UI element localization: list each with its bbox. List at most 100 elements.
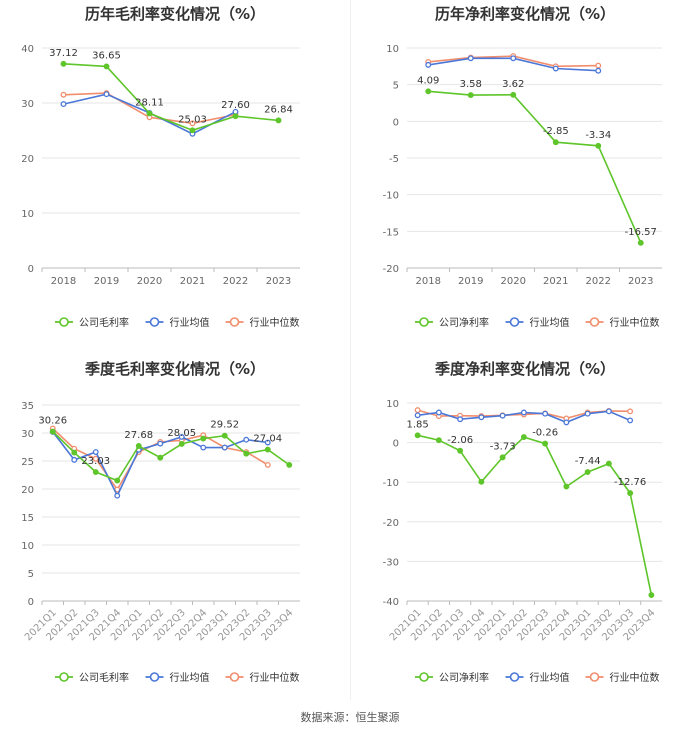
data-point [264, 439, 271, 446]
legend-swatch-marker [59, 672, 69, 682]
data-point [457, 447, 464, 454]
legend-swatch-marker [589, 317, 600, 327]
y-tick-label: 5 [28, 569, 34, 580]
legend-label: 公司毛利率 [79, 316, 129, 329]
data-point [264, 461, 271, 468]
series-line-company [417, 434, 653, 596]
legend-swatch-marker [509, 317, 520, 327]
data-point [135, 443, 142, 449]
y-tick-label: 10 [386, 399, 399, 410]
data-point [60, 60, 67, 67]
data-point [178, 433, 185, 440]
data-point [189, 127, 196, 134]
y-tick-label: 5 [393, 81, 399, 92]
panel-divider [350, 0, 351, 700]
legend-swatch-marker [589, 672, 600, 682]
data-point [605, 408, 612, 415]
data-label: 26.84 [264, 104, 293, 115]
x-tick-label: 2023 [266, 276, 291, 287]
data-point [552, 65, 559, 72]
data-label: 28.11 [135, 97, 164, 108]
chart-title: 季度净利率变化情况（%） [434, 360, 616, 378]
data-point [178, 440, 185, 447]
data-point [595, 62, 602, 69]
data-point [414, 407, 421, 414]
data-point [414, 432, 421, 439]
data-label: -12.76 [614, 477, 646, 488]
data-point [49, 428, 56, 435]
data-point [200, 435, 207, 442]
y-tick-label: 30 [21, 429, 34, 440]
legend: 公司毛利率 行业均值 行业中位数 [55, 671, 300, 684]
legend-swatch-marker [419, 317, 429, 327]
data-point [627, 490, 634, 497]
data-point [605, 460, 612, 467]
data-label: 3.62 [502, 79, 524, 90]
data-point [157, 454, 164, 461]
quarterly-gross-margin-chart: 季度毛利率变化情况（%） 0 5 10 15 20 25 30 35 2021Q1 2021Q2 2… [0, 355, 350, 705]
series-line-company [52, 430, 290, 482]
data-point [648, 592, 655, 599]
legend-label: 行业中位数 [250, 671, 300, 684]
data-point [510, 91, 517, 98]
series-line-company [428, 90, 642, 244]
y-tick-label: 10 [386, 44, 399, 55]
legend-swatch-marker [419, 672, 429, 682]
x-tick-label: 2018 [51, 276, 76, 287]
legend: 公司净利率 行业均值 行业中位数 [415, 316, 660, 329]
data-label: 27.04 [253, 434, 282, 445]
y-tick-label: 0 [393, 439, 399, 450]
y-tick-label: 0 [28, 264, 34, 275]
data-point [103, 63, 110, 70]
x-tick-label: 2021 [543, 276, 568, 287]
data-point [499, 454, 506, 461]
data-label: -16.57 [625, 227, 657, 238]
data-label: 27.60 [221, 100, 250, 111]
y-tick-label: 15 [21, 513, 34, 524]
y-tick-label: -5 [389, 154, 399, 165]
legend-label: 公司净利率 [439, 671, 489, 684]
data-point [520, 409, 527, 416]
data-point [435, 409, 442, 416]
data-point [425, 61, 432, 68]
data-point [584, 410, 591, 417]
data-label: 1.85 [406, 419, 428, 430]
data-point [414, 412, 421, 419]
x-tick-label: 2019 [458, 276, 483, 287]
data-point [92, 455, 99, 462]
data-label: 29.52 [210, 420, 239, 431]
data-point [92, 469, 99, 475]
data-point [275, 117, 282, 124]
legend-label: 行业均值 [530, 671, 570, 684]
data-label: -2.85 [543, 126, 569, 137]
data-point [146, 110, 153, 117]
quarterly-net-margin-chart: 季度净利率变化情况（%） -40 -30 -20 -10 0 10 2021Q1 2021Q2… [350, 355, 700, 705]
data-label: 3.58 [460, 79, 482, 90]
data-label: 27.68 [124, 430, 153, 441]
x-tick-label: 2021 [180, 276, 205, 287]
series-line-company [63, 63, 279, 132]
data-point [92, 449, 99, 455]
y-tick-label: 35 [21, 401, 34, 412]
annual-net-margin-chart: 历年净利率变化情况（%） -20 -15 -10 -5 0 5 10 2018 2019 2020… [350, 0, 700, 350]
data-label: -2.06 [447, 435, 473, 446]
data-point [552, 139, 559, 146]
data-label: -3.73 [490, 441, 516, 452]
x-tick-label: 2018 [416, 276, 441, 287]
x-tick-label: 2022 [586, 276, 611, 287]
data-point [157, 440, 164, 447]
data-label: 25.03 [178, 114, 207, 125]
data-label: -3.34 [585, 130, 611, 141]
y-tick-label: 10 [21, 209, 34, 220]
data-point [286, 461, 293, 468]
y-tick-label: -10 [383, 191, 399, 202]
x-tick-label: 2019 [94, 276, 119, 287]
data-point [114, 477, 121, 484]
data-label: 37.12 [49, 48, 78, 59]
chart-title: 历年毛利率变化情况（%） [84, 5, 266, 23]
data-point [200, 444, 207, 451]
legend-swatch-marker [149, 672, 160, 682]
data-point [627, 408, 634, 415]
data-point [563, 483, 570, 490]
chart-title: 历年净利率变化情况（%） [434, 5, 616, 23]
